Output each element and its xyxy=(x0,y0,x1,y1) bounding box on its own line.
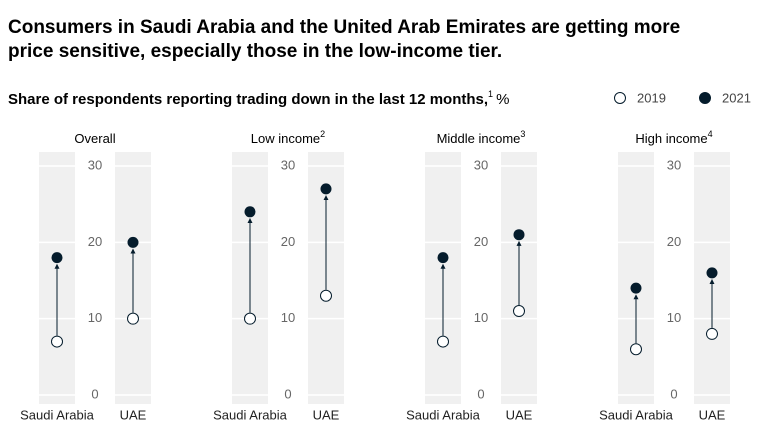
unit: % xyxy=(496,91,509,108)
legend-label: 2021 xyxy=(722,90,751,105)
x-tick-label: UAE xyxy=(506,407,533,422)
y-tick-label: 20 xyxy=(281,234,295,249)
y-tick-label: 0 xyxy=(477,386,484,401)
y-tick-label: 10 xyxy=(667,310,681,325)
footnote: 2 xyxy=(320,129,325,139)
dot-2019 xyxy=(127,312,139,325)
x-tick-label: Saudi Arabia xyxy=(406,407,480,422)
x-tick-label: UAE xyxy=(699,407,726,422)
dot-2021 xyxy=(437,252,449,264)
dot-2021 xyxy=(706,267,718,279)
footnote: 4 xyxy=(708,129,713,139)
y-tick-label: 0 xyxy=(91,386,98,401)
y-tick-label: 10 xyxy=(281,310,295,325)
y-tick-label: 30 xyxy=(667,157,681,172)
y-tick-label: 10 xyxy=(88,310,102,325)
x-tick-label: UAE xyxy=(120,407,147,422)
panel-title: Low income2 xyxy=(251,129,325,146)
panel-title: Overall xyxy=(74,131,115,146)
panel-title-text: High income xyxy=(635,131,707,146)
y-tick-label: 30 xyxy=(281,157,295,172)
column-bg xyxy=(618,152,654,404)
x-tick-label: Saudi Arabia xyxy=(213,407,287,422)
dot-2019 xyxy=(51,335,63,348)
dot-2019 xyxy=(513,305,525,318)
subtitle: Share of respondents reporting trading d… xyxy=(8,89,509,108)
y-tick-label: 30 xyxy=(474,157,488,172)
x-tick-label: Saudi Arabia xyxy=(20,407,94,422)
dot-2021 xyxy=(513,229,525,241)
x-tick-label: Saudi Arabia xyxy=(599,407,673,422)
dot-2019 xyxy=(320,289,332,302)
dot-2021 xyxy=(244,206,256,218)
panel-title-text: Low income xyxy=(251,131,320,146)
y-tick-label: 20 xyxy=(88,234,102,249)
chart-title: Consumers in Saudi Arabia and the United… xyxy=(8,17,680,38)
dot-2021 xyxy=(320,183,332,195)
panel-title-text: Middle income xyxy=(437,131,521,146)
footnote: 1 xyxy=(488,89,493,99)
dot-2021 xyxy=(127,236,139,248)
dot-2021 xyxy=(630,282,642,294)
x-tick-label: UAE xyxy=(313,407,340,422)
y-tick-label: 20 xyxy=(474,234,488,249)
panel-title-text: Overall xyxy=(74,131,115,146)
legend-marker xyxy=(699,92,711,104)
chart-title: price sensitive, especially those in the… xyxy=(8,41,502,62)
legend-label: 2019 xyxy=(637,90,666,105)
panel-title: High income4 xyxy=(635,129,712,146)
y-tick-label: 0 xyxy=(284,386,291,401)
subtitle-text: Share of respondents reporting trading d… xyxy=(8,91,488,108)
footnote: 3 xyxy=(520,129,525,139)
dot-2021 xyxy=(51,252,63,264)
y-tick-label: 10 xyxy=(474,310,488,325)
y-tick-label: 0 xyxy=(670,386,677,401)
dot-2019 xyxy=(437,335,449,348)
dot-2019 xyxy=(706,327,718,340)
legend-marker xyxy=(614,92,626,104)
dot-2019 xyxy=(630,343,642,356)
dot-2019 xyxy=(244,312,256,325)
panel-title: Middle income3 xyxy=(437,129,526,146)
y-tick-label: 20 xyxy=(667,234,681,249)
y-tick-label: 30 xyxy=(88,157,102,172)
